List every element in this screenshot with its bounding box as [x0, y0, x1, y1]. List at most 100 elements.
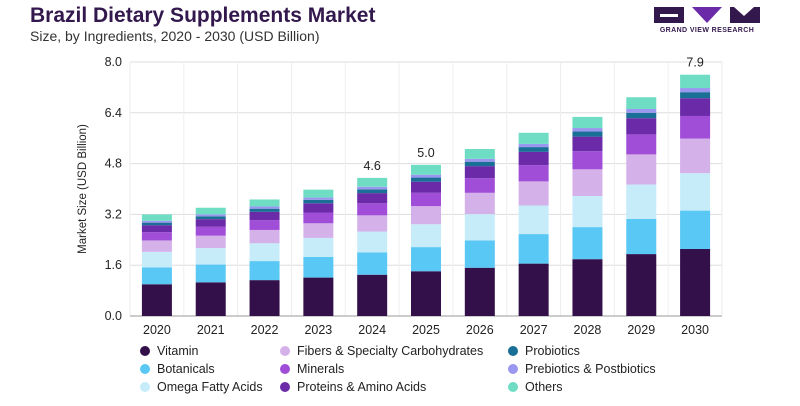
bar-segment-prebiotics-postbiotics-2022 [249, 206, 280, 209]
y-tick-label: 6.4 [105, 106, 122, 120]
bar-segment-omega-fatty-acids-2028 [572, 195, 603, 228]
bar-segment-proteins-amino-acids-2029 [626, 118, 657, 135]
legend-item-minerals: Minerals [280, 362, 344, 376]
bar-segment-fibers-specialty-carbohydrates-2024 [357, 215, 388, 232]
bar-segment-others-2030 [680, 74, 711, 89]
bar-segment-others-2021 [195, 207, 226, 215]
bar-segment-omega-fatty-acids-2021 [195, 248, 226, 265]
y-tick-label: 3.2 [105, 207, 122, 221]
bar-segment-others-2028 [572, 116, 603, 129]
bar-segment-omega-fatty-acids-2026 [464, 214, 495, 241]
legend-label: Others [525, 380, 563, 394]
bar-segment-others-2025 [411, 164, 441, 175]
bar-segment-probiotics-2029 [626, 112, 657, 119]
bar-segment-proteins-amino-acids-2023 [303, 203, 334, 213]
bar-segment-minerals-2020 [141, 232, 172, 241]
bar-segment-prebiotics-postbiotics-2024 [357, 186, 388, 190]
bar-segment-botanicals-2028 [572, 227, 603, 260]
x-tick-label: 2029 [627, 323, 655, 337]
bar-segment-prebiotics-postbiotics-2026 [464, 158, 495, 162]
chart-title: Brazil Dietary Supplements Market [30, 4, 376, 27]
legend-label: Fibers & Specialty Carbohydrates [297, 344, 484, 358]
legend-item-probiotics: Probiotics [508, 344, 580, 358]
bar-segment-fibers-specialty-carbohydrates-2027 [518, 181, 549, 206]
legend-item-vitamin: Vitamin [140, 344, 198, 358]
legend-swatch-icon [508, 364, 518, 374]
bar-segment-vitamin-2021 [195, 282, 226, 316]
x-tick-label: 2027 [520, 323, 548, 337]
chart-subtitle: Size, by Ingredients, 2020 - 2030 (USD B… [30, 28, 320, 44]
bar-segment-vitamin-2022 [249, 280, 280, 316]
bar-segment-fibers-specialty-carbohydrates-2028 [572, 169, 603, 196]
legend-label: Proteins & Amino Acids [297, 380, 427, 394]
bar-segment-minerals-2028 [572, 151, 603, 170]
legend-item-others: Others [508, 380, 563, 394]
legend-swatch-icon [280, 382, 290, 392]
bar-segment-probiotics-2020 [141, 222, 172, 226]
bar-segment-proteins-amino-acids-2024 [357, 193, 388, 204]
bar-segment-minerals-2024 [357, 203, 388, 216]
bar-segment-proteins-amino-acids-2022 [249, 211, 280, 221]
legend-swatch-icon [508, 382, 518, 392]
bar-segment-probiotics-2026 [464, 161, 495, 167]
bar-segment-vitamin-2028 [572, 259, 603, 316]
bar-segment-minerals-2026 [464, 178, 495, 193]
bar-segment-botanicals-2023 [303, 256, 334, 278]
legend-swatch-icon [140, 364, 150, 374]
bar-segment-botanicals-2029 [626, 218, 657, 255]
bar-segment-vitamin-2026 [464, 267, 495, 316]
legend-item-botanicals: Botanicals [140, 362, 215, 376]
bar-segment-fibers-specialty-carbohydrates-2029 [626, 154, 657, 185]
bar-segment-prebiotics-postbiotics-2030 [680, 88, 711, 93]
legend-label: Vitamin [157, 344, 199, 358]
bar-segment-probiotics-2027 [518, 147, 549, 152]
bar-segment-others-2026 [464, 148, 495, 159]
bar-segment-others-2020 [141, 214, 172, 221]
y-tick-label: 1.6 [105, 258, 122, 272]
x-tick-label: 2022 [251, 323, 279, 337]
bar-segment-omega-fatty-acids-2024 [357, 231, 388, 253]
legend-item-omega-fatty-acids: Omega Fatty Acids [140, 380, 263, 394]
bar-segment-minerals-2022 [249, 220, 280, 230]
bar-segment-botanicals-2030 [680, 210, 711, 250]
bar-segment-botanicals-2020 [141, 267, 172, 285]
x-tick-label: 2030 [681, 323, 709, 337]
chart-legend: Vitamin Botanicals Omega Fatty Acids Fibers… [140, 344, 780, 404]
data-label-2030: 7.9 [686, 56, 703, 70]
bar-segment-others-2023 [303, 189, 334, 198]
bar-segment-botanicals-2025 [411, 247, 441, 272]
bar-segment-others-2027 [518, 132, 549, 144]
bar-segment-probiotics-2025 [411, 177, 441, 182]
legend-item-fibers-specialty-carbohydrates: Fibers & Specialty Carbohydrates [280, 344, 483, 358]
logo-text: GRAND VIEW RESEARCH [659, 27, 755, 34]
bar-segment-minerals-2030 [680, 115, 711, 139]
bar-segment-others-2029 [626, 97, 657, 109]
x-tick-label: 2024 [358, 323, 386, 337]
bar-segment-fibers-specialty-carbohydrates-2030 [680, 138, 711, 174]
legend-item-proteins-amino-acids: Proteins & Amino Acids [280, 380, 426, 394]
bar-segment-omega-fatty-acids-2020 [141, 251, 172, 268]
bar-segment-vitamin-2023 [303, 277, 334, 316]
bar-segment-vitamin-2030 [680, 249, 711, 316]
bar-segment-omega-fatty-acids-2027 [518, 205, 549, 235]
y-tick-label: 4.8 [105, 157, 122, 171]
bar-segment-minerals-2029 [626, 134, 657, 155]
y-tick-label: 8.0 [105, 55, 122, 69]
logo-mark-icon [654, 7, 760, 23]
legend-swatch-icon [140, 382, 150, 392]
bar-segment-vitamin-2029 [626, 254, 657, 316]
data-label-2025: 5.0 [417, 146, 434, 160]
bar-segment-vitamin-2025 [411, 271, 441, 316]
bar-segment-fibers-specialty-carbohydrates-2022 [249, 229, 280, 244]
bar-segment-proteins-amino-acids-2030 [680, 98, 711, 116]
grand-view-research-logo: GRAND VIEW RESEARCH [654, 5, 760, 37]
bar-segment-fibers-specialty-carbohydrates-2021 [195, 235, 226, 249]
legend-swatch-icon [280, 364, 290, 374]
bar-segment-botanicals-2022 [249, 261, 280, 281]
bar-segment-minerals-2021 [195, 226, 226, 236]
bar-segment-probiotics-2030 [680, 92, 711, 99]
legend-swatch-icon [140, 346, 150, 356]
x-tick-label: 2020 [143, 323, 171, 337]
bar-segment-others-2022 [249, 199, 280, 207]
x-tick-label: 2026 [466, 323, 494, 337]
